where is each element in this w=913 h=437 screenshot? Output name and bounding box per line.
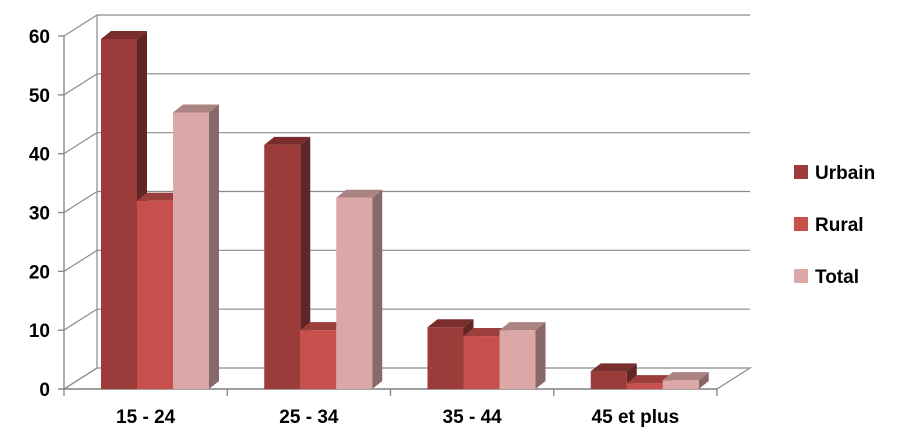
bar-top <box>336 189 383 198</box>
bar <box>499 322 546 389</box>
y-tick-label: 30 <box>29 204 50 225</box>
y-tick-label: 40 <box>29 145 50 166</box>
y-tick-label: 20 <box>29 262 50 283</box>
bar-top <box>173 104 219 113</box>
gridline-side <box>63 367 98 390</box>
bar-top <box>101 30 147 39</box>
gridline-side <box>63 308 98 331</box>
gridline-side <box>63 14 98 37</box>
legend-label: Rural <box>815 215 864 236</box>
bar-top <box>137 192 183 201</box>
x-tick-label: 35 - 44 <box>443 407 503 428</box>
y-tick-labels: 0 10 20 30 40 50 60 <box>29 27 50 401</box>
legend-swatch <box>794 269 808 283</box>
bar-top <box>427 319 474 328</box>
bar-front <box>101 38 137 390</box>
bar-front <box>499 330 536 389</box>
x-tick-label: 15 - 24 <box>116 407 176 428</box>
legend: Urbain Rural Total <box>794 163 875 288</box>
legend-item: Total <box>794 267 859 288</box>
bar-top <box>662 372 709 381</box>
legend-item: Urbain <box>794 163 875 184</box>
y-tick-label: 10 <box>29 321 50 342</box>
bar-top <box>590 363 637 372</box>
bar-side <box>372 189 383 389</box>
bar <box>662 372 709 389</box>
bar-front <box>264 144 301 389</box>
bar-side <box>535 322 546 389</box>
bar-front <box>336 197 373 389</box>
bar-front <box>662 380 699 389</box>
legend-label: Urbain <box>815 163 875 184</box>
bar-front <box>173 112 209 389</box>
bar-front <box>626 383 663 389</box>
bar-top <box>264 136 311 145</box>
bar-front <box>463 336 500 389</box>
bar <box>336 189 383 389</box>
gridline-side <box>63 249 98 272</box>
bar-side <box>698 372 709 389</box>
legend-label: Total <box>815 267 859 288</box>
x-tick-label: 25 - 34 <box>279 407 339 428</box>
gridline-side <box>63 190 98 214</box>
gridline-side <box>63 73 98 96</box>
y-tick-label: 50 <box>29 86 50 107</box>
gridline-side <box>63 132 98 155</box>
bar-front <box>590 371 627 389</box>
bar-top <box>463 328 510 337</box>
y-tick-label: 60 <box>29 27 50 48</box>
x-tick-labels: 15 - 24 25 - 34 35 - 44 45 et plus <box>116 407 679 428</box>
y-tick-label: 0 <box>39 380 50 401</box>
bar <box>173 104 219 389</box>
bar-top <box>300 322 347 331</box>
bar-front <box>300 330 337 389</box>
bar-top <box>626 375 673 384</box>
bar-front <box>137 200 173 389</box>
legend-swatch <box>794 165 808 179</box>
bar-front <box>427 327 464 389</box>
bars <box>101 30 709 390</box>
bar-side <box>209 104 219 389</box>
bar-top <box>499 322 546 331</box>
legend-item: Rural <box>794 215 864 236</box>
x-tick-label: 45 et plus <box>592 407 680 428</box>
legend-swatch <box>794 217 808 231</box>
